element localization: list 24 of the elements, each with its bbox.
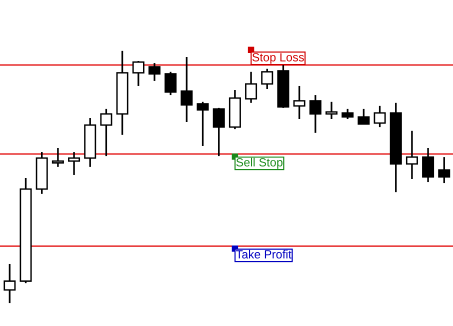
candlestick: [406, 130, 418, 180]
candlestick: [164, 71, 177, 96]
candlestick: [100, 108, 112, 157]
candlestick: [293, 85, 306, 120]
candlestick: [68, 151, 80, 176]
candlestick: [148, 62, 160, 82]
candlestick: [4, 263, 16, 304]
candlestick: [342, 108, 354, 120]
ref-line-label: Take Profit: [236, 250, 292, 259]
candlestick: [245, 71, 258, 104]
candlestick: [180, 56, 193, 123]
candlestick: [132, 60, 144, 87]
ref-line-label: Sell Stop: [236, 158, 283, 169]
candlestick: [358, 108, 370, 125]
candlestick: [374, 105, 386, 128]
candlestick: [422, 147, 434, 183]
ref-line-label: Stop Loss: [252, 53, 304, 64]
candlestick: [212, 107, 225, 157]
candlestick: [196, 101, 209, 147]
candlestick: [52, 147, 64, 168]
candlestick: [309, 94, 322, 134]
candlestick: [325, 101, 338, 120]
candlestick: [261, 68, 274, 90]
candlestick: [438, 156, 450, 184]
